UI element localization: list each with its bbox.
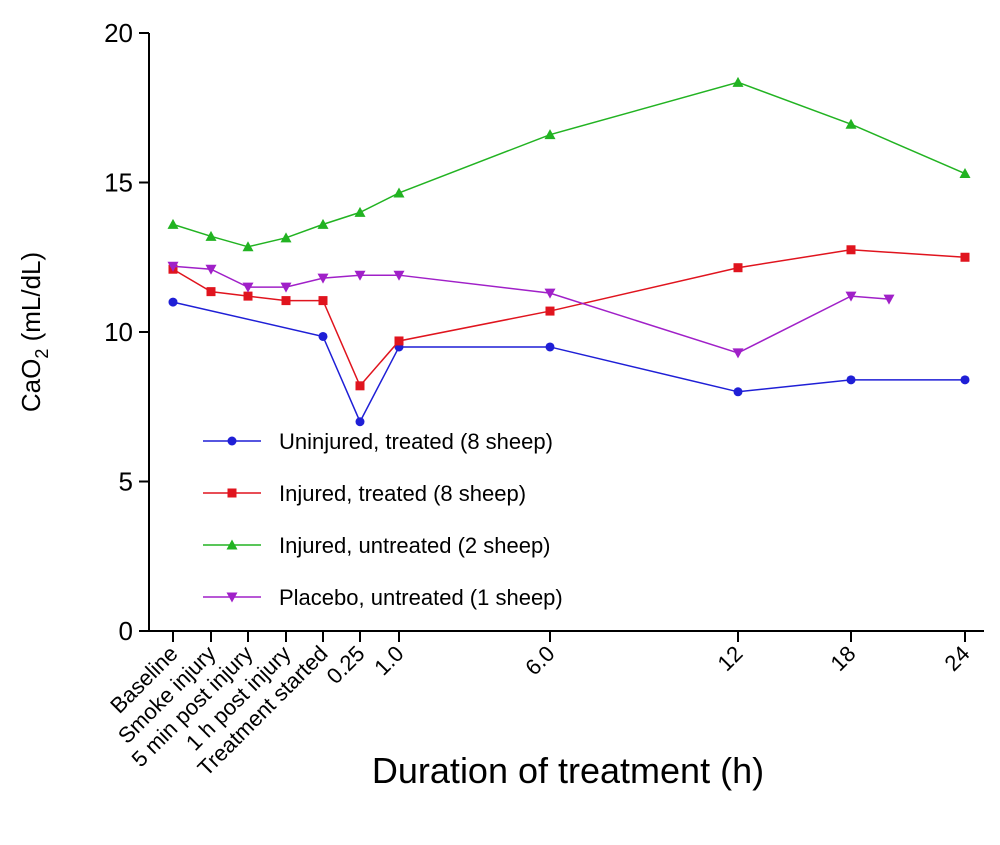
data-point xyxy=(959,168,971,179)
legend-label: Uninjured, treated (8 sheep) xyxy=(279,429,553,454)
x-tick-label: 24 xyxy=(940,641,975,676)
data-point xyxy=(394,336,404,346)
x-tick-label: 6.0 xyxy=(520,641,559,680)
data-point xyxy=(243,291,253,301)
series-line xyxy=(172,81,966,248)
data-point xyxy=(960,375,970,385)
x-tick-label: 18 xyxy=(826,641,861,676)
y-axis-title-subscript: 2 xyxy=(32,349,52,359)
legend-marker xyxy=(227,488,237,498)
y-axis-title: CaO2 (mL/dL) xyxy=(16,252,52,412)
legend-label: Injured, treated (8 sheep) xyxy=(279,481,526,506)
series-2 xyxy=(168,245,970,391)
series-1 xyxy=(168,297,970,427)
data-point xyxy=(317,218,329,229)
data-point xyxy=(393,270,405,281)
data-point xyxy=(281,296,291,306)
y-tick-label: 0 xyxy=(119,616,133,646)
legend-marker xyxy=(227,436,237,446)
x-axis-title: Duration of treatment (h) xyxy=(372,750,764,791)
data-point xyxy=(206,287,216,297)
data-point xyxy=(733,263,743,273)
data-point xyxy=(280,232,292,243)
data-point xyxy=(883,294,895,305)
data-point xyxy=(393,187,405,198)
data-point xyxy=(846,375,856,385)
series-line xyxy=(172,249,966,388)
data-point xyxy=(544,288,556,299)
data-point xyxy=(242,282,254,293)
y-tick-label: 20 xyxy=(104,18,133,48)
data-point xyxy=(354,206,366,217)
data-point xyxy=(544,129,556,140)
data-point xyxy=(733,387,743,397)
data-point xyxy=(545,342,555,352)
data-point xyxy=(317,273,329,284)
y-tick-label: 10 xyxy=(104,317,133,347)
x-tick-label: 1.0 xyxy=(369,641,408,680)
series-4 xyxy=(167,261,895,359)
legend-label: Placebo, untreated (1 sheep) xyxy=(279,585,563,610)
data-point xyxy=(205,264,217,275)
data-point xyxy=(355,381,365,391)
x-tick-label: 0.25 xyxy=(322,641,370,689)
legend-label: Injured, untreated (2 sheep) xyxy=(279,533,551,558)
legend-marker xyxy=(226,592,238,603)
data-point xyxy=(242,241,254,252)
data-point xyxy=(354,270,366,281)
y-axis-title-main: CaO xyxy=(16,359,46,412)
data-point xyxy=(960,252,970,262)
data-point xyxy=(732,76,744,87)
x-tick-label: 12 xyxy=(713,641,748,676)
data-point xyxy=(168,297,178,307)
data-point xyxy=(355,417,365,427)
data-point xyxy=(280,282,292,293)
data-point xyxy=(845,118,857,129)
data-point xyxy=(318,296,328,306)
legend-entry: Injured, untreated (2 sheep) xyxy=(203,533,551,558)
legend-entry: Placebo, untreated (1 sheep) xyxy=(203,585,563,610)
legend-entry: Injured, treated (8 sheep) xyxy=(203,481,526,506)
legend-marker xyxy=(226,539,238,550)
data-point xyxy=(545,306,555,316)
y-tick-label: 15 xyxy=(104,168,133,198)
data-point xyxy=(205,230,217,241)
data-point xyxy=(167,261,179,272)
data-point xyxy=(318,331,328,341)
data-point xyxy=(167,218,179,229)
series-line xyxy=(172,301,965,424)
series-layer xyxy=(167,76,971,427)
y-tick-label: 5 xyxy=(119,467,133,497)
data-point xyxy=(732,348,744,359)
series-3 xyxy=(167,76,971,252)
series-line xyxy=(172,265,890,354)
legend: Uninjured, treated (8 sheep) Injured, tre… xyxy=(203,429,563,610)
legend-entry: Uninjured, treated (8 sheep) xyxy=(203,429,553,454)
data-point xyxy=(846,245,856,255)
y-axis-title-unit: (mL/dL) xyxy=(16,252,46,349)
data-point xyxy=(845,291,857,302)
